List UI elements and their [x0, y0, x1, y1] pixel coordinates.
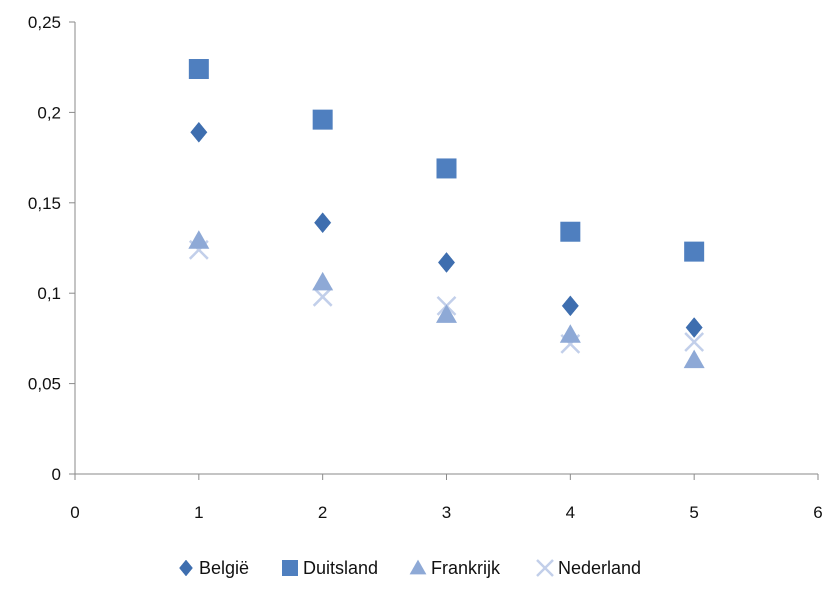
data-point	[436, 304, 457, 323]
data-point	[561, 295, 579, 317]
data-point	[436, 158, 457, 179]
legend-label: Nederland	[558, 558, 641, 578]
legend-marker	[536, 559, 554, 577]
data-point	[683, 349, 705, 369]
data-point	[684, 241, 705, 262]
series-1	[188, 59, 705, 262]
data-point	[312, 286, 333, 307]
x-tick-label: 3	[442, 503, 451, 522]
legend-item: Frankrijk	[409, 558, 501, 578]
x-tick-label: 0	[70, 503, 79, 522]
x-tick-label: 5	[689, 503, 698, 522]
y-tick-label: 0,2	[37, 103, 61, 122]
y-tick-label: 0	[52, 465, 61, 484]
data-point	[560, 221, 581, 242]
data-point	[188, 230, 210, 249]
plot-area	[188, 59, 705, 369]
legend-label: België	[199, 558, 249, 578]
data-point	[312, 271, 334, 291]
data-point	[685, 317, 703, 338]
y-tick-label: 0,15	[28, 194, 61, 213]
data-point	[188, 59, 209, 80]
data-point	[437, 252, 456, 273]
data-point	[314, 212, 332, 234]
legend-marker	[179, 559, 193, 577]
data-point	[559, 324, 581, 343]
x-tick-label: 6	[813, 503, 822, 522]
legend-label: Duitsland	[303, 558, 378, 578]
data-point	[190, 121, 208, 143]
y-tick-label: 0,05	[28, 375, 61, 394]
legend-item: Nederland	[536, 558, 641, 578]
legend-label: Frankrijk	[431, 558, 501, 578]
legend-item: België	[179, 558, 249, 578]
x-tick-label: 2	[318, 503, 327, 522]
series-0	[190, 121, 703, 338]
legend-item: Duitsland	[282, 558, 378, 578]
y-tick-label: 0,1	[37, 284, 61, 303]
legend-marker	[282, 560, 298, 576]
series-2	[188, 230, 705, 369]
y-tick-label: 0,25	[28, 13, 61, 32]
x-tick-label: 4	[566, 503, 575, 522]
x-tick-label: 1	[194, 503, 203, 522]
legend: België Duitsland Frankrijk Nederland	[179, 558, 641, 578]
axes: 0 0,05 0,1 0,15 0,2 0,25 0 1 2 3 4 5 6	[28, 13, 823, 522]
data-point	[684, 332, 705, 352]
data-point	[312, 109, 333, 130]
legend-marker	[409, 559, 427, 575]
